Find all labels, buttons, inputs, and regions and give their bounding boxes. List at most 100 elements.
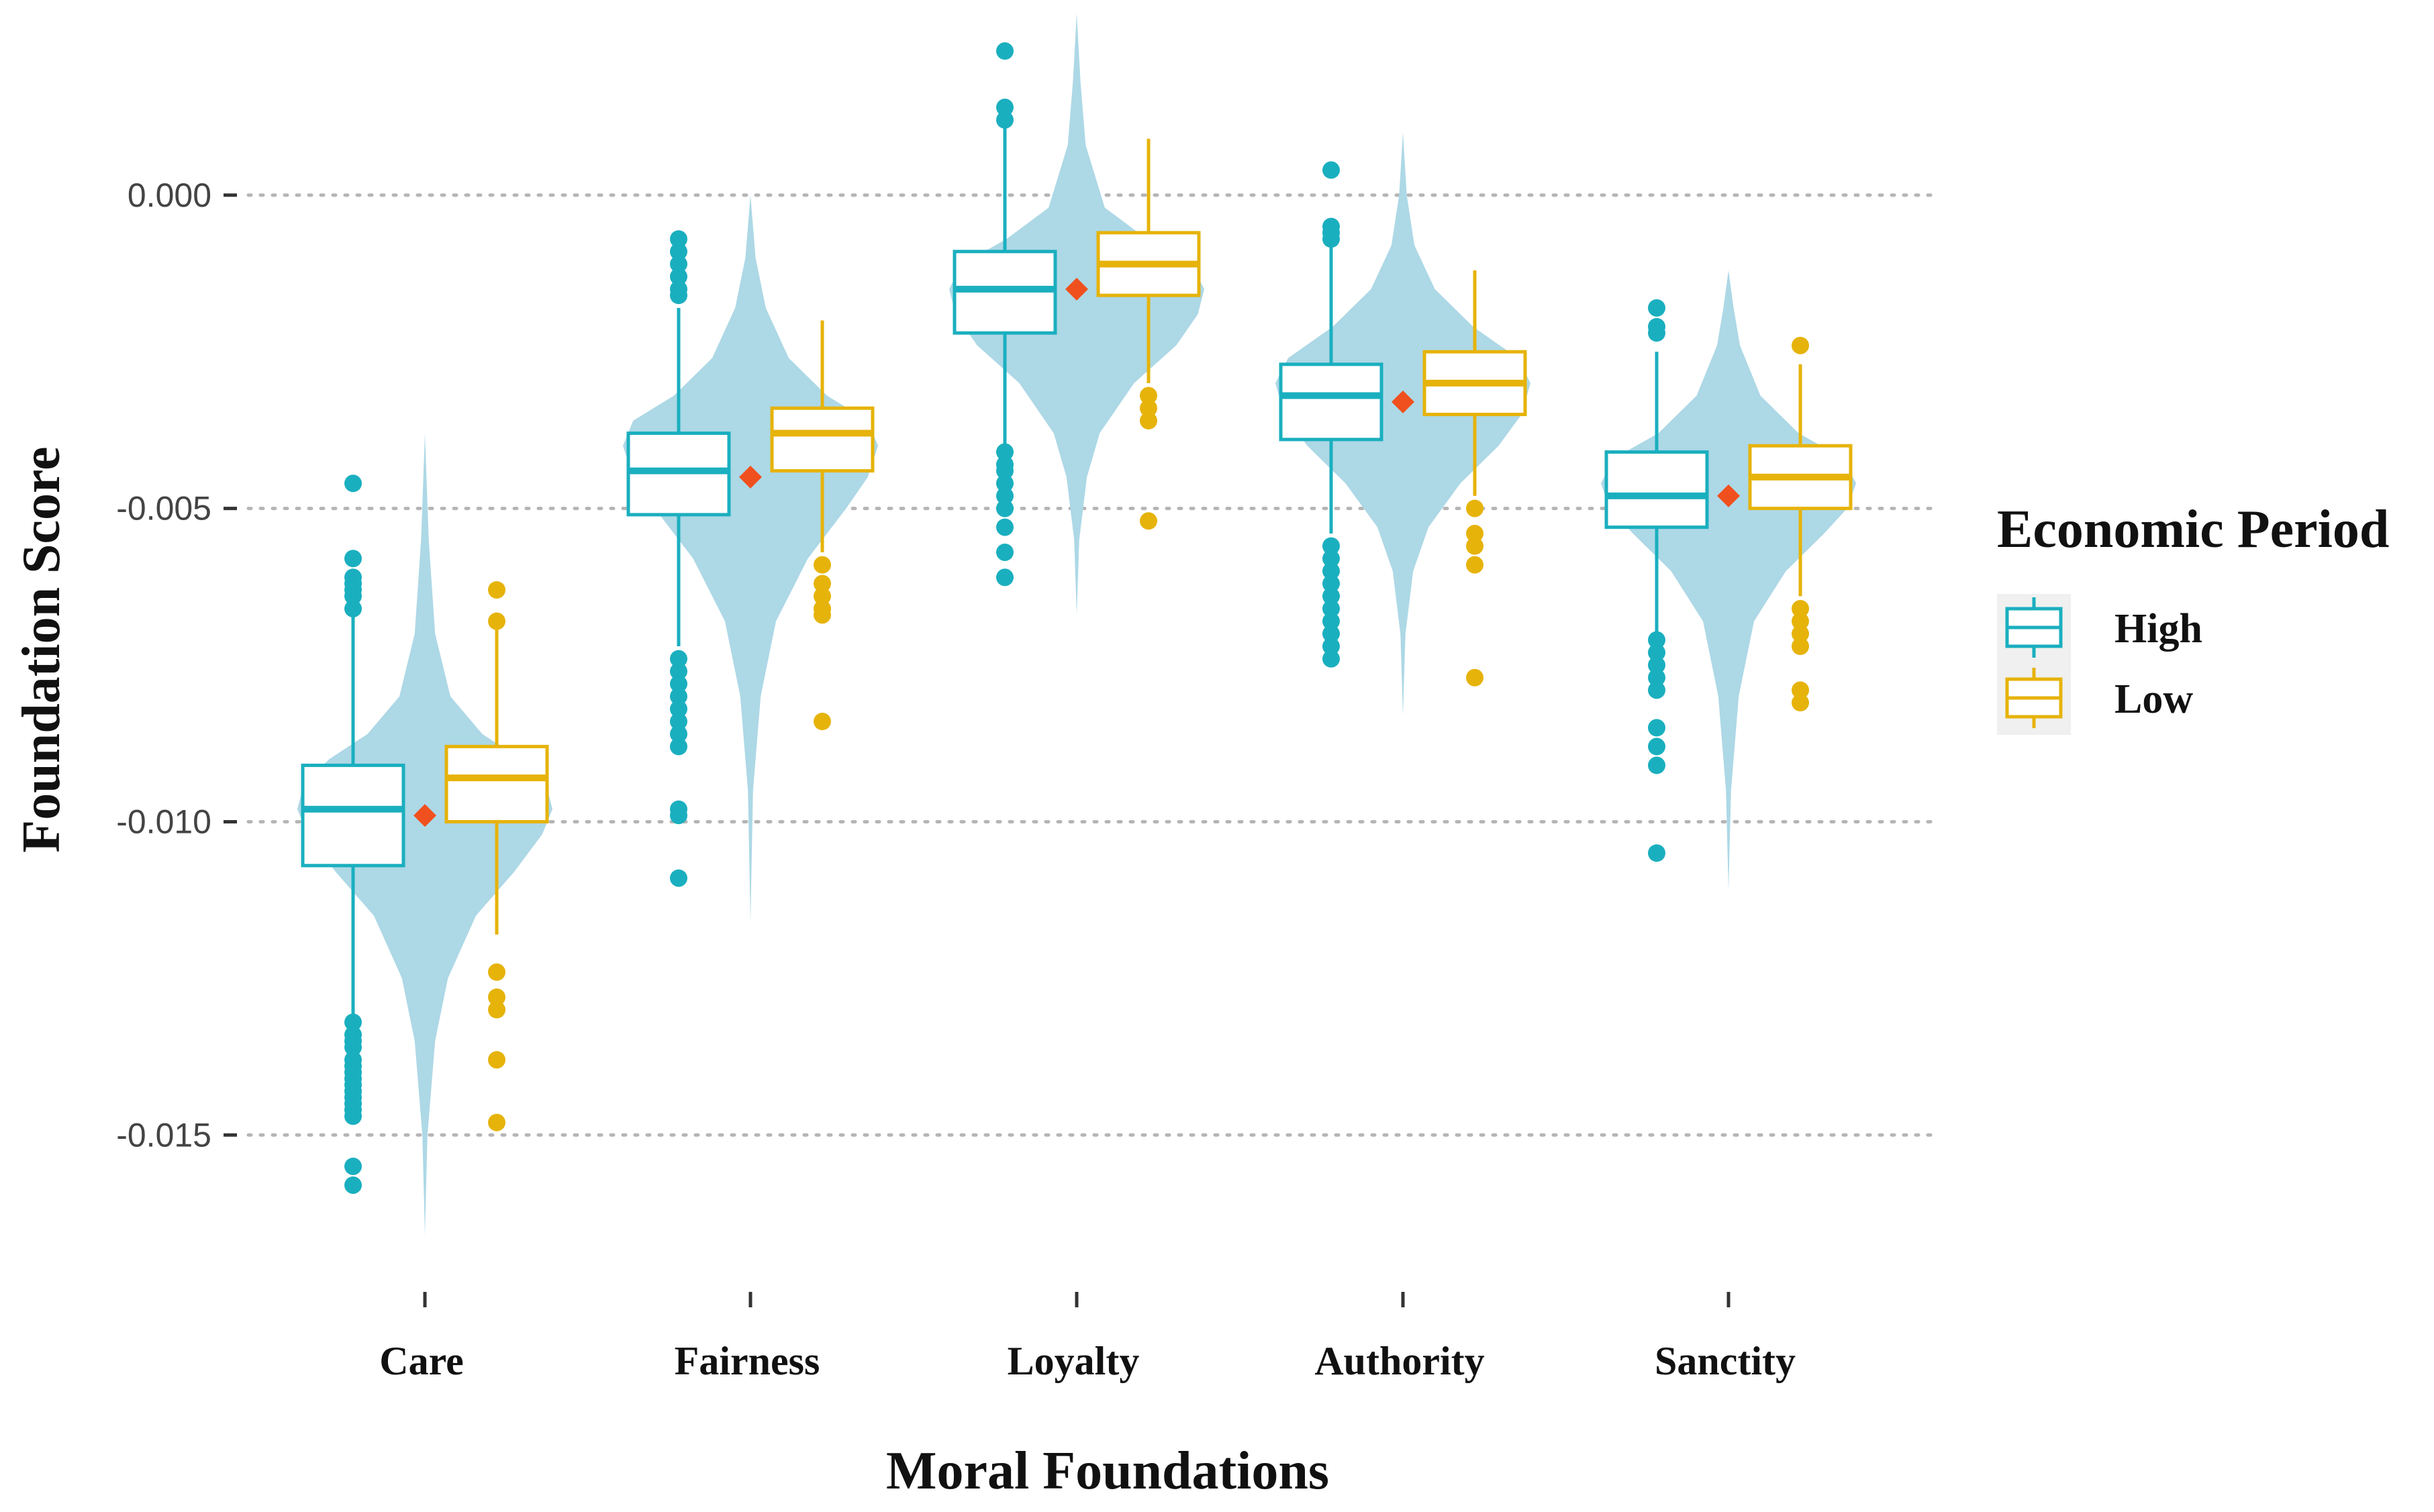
outlier-point	[814, 606, 831, 624]
outlier-point	[670, 725, 687, 743]
outlier-point	[1466, 524, 1483, 542]
outlier-point	[1648, 299, 1665, 317]
legend-entry-high: High	[2005, 597, 2202, 658]
outlier-point	[1322, 230, 1340, 248]
outlier-point	[670, 255, 687, 273]
outlier-point	[1648, 756, 1665, 774]
outlier-point	[996, 474, 1014, 493]
outlier-point	[1466, 556, 1483, 574]
y-tick-label: 0.000	[128, 177, 211, 214]
outlier-point	[670, 242, 687, 260]
box-iqr	[770, 406, 875, 473]
violin-layer	[297, 13, 1856, 1236]
outlier-point	[1466, 537, 1483, 555]
outlier-point	[1322, 625, 1340, 643]
outlier-point	[1648, 719, 1665, 737]
box-iqr	[301, 763, 405, 868]
box-iqr	[1604, 450, 1709, 530]
x-tick-label-loyalty: Loyalty	[1008, 1339, 1140, 1383]
legend-entries: High Low	[2005, 597, 2202, 728]
outlier-point	[1322, 599, 1340, 617]
boxplot-sanctity-high	[1604, 299, 1709, 862]
outlier-point	[670, 662, 687, 681]
outlier-point	[814, 713, 831, 731]
outlier-point	[344, 550, 362, 568]
outlier-point	[344, 1013, 362, 1031]
outlier-point	[1140, 399, 1157, 417]
boxplot-authority-low	[1422, 270, 1527, 687]
outlier-point	[670, 650, 687, 668]
boxplot-loyalty-low	[1096, 138, 1201, 530]
violin-fairness	[623, 195, 878, 922]
mean-layer	[413, 277, 1740, 827]
y-tick-label: -0.010	[116, 803, 211, 840]
outlier-point	[1648, 681, 1665, 699]
outlier-point	[1792, 694, 1809, 712]
outlier-point	[996, 518, 1014, 536]
outlier-point	[996, 99, 1014, 117]
outlier-point	[814, 574, 831, 593]
mean-marker-care	[413, 804, 436, 827]
outlier-point	[996, 568, 1014, 587]
outlier-point	[670, 807, 687, 825]
outlier-point	[344, 1176, 362, 1194]
outlier-point	[344, 587, 362, 605]
outlier-point	[488, 1001, 505, 1019]
boxplot-fairness-high	[626, 230, 731, 887]
outlier-point	[1322, 562, 1340, 580]
boxplot-loyalty-high	[953, 42, 1057, 587]
outlier-point	[1792, 336, 1809, 354]
boxplot-care-high	[301, 474, 405, 1194]
boxplot-authority-high	[1279, 161, 1383, 668]
outlier-point	[996, 443, 1014, 461]
outlier-point	[344, 599, 362, 617]
violin-care	[297, 433, 552, 1236]
outlier-point	[1140, 411, 1157, 430]
outlier-point	[1322, 161, 1340, 179]
outlier-point	[488, 1051, 505, 1069]
outlier-point	[670, 675, 687, 693]
outlier-point	[1648, 738, 1665, 756]
x-tick-label-fairness: Fairness	[675, 1339, 820, 1383]
box-layer	[301, 42, 1853, 1194]
mean-marker-loyalty	[1065, 277, 1088, 301]
outlier-point	[344, 1157, 362, 1175]
outlier-point	[1792, 681, 1809, 699]
outlier-point	[1322, 612, 1340, 630]
outlier-point	[1648, 324, 1665, 342]
outlier-point	[996, 487, 1014, 505]
outlier-point	[1648, 656, 1665, 674]
x-axis-title: Moral Foundations	[886, 1442, 1329, 1501]
outlier-point	[488, 988, 505, 1006]
violin-sanctity	[1601, 270, 1856, 891]
outlier-point	[670, 738, 687, 756]
outlier-point	[1792, 599, 1809, 617]
outlier-point	[488, 612, 505, 630]
outlier-point	[1322, 587, 1340, 605]
outlier-point	[814, 587, 831, 605]
outlier-point	[488, 1113, 505, 1131]
outlier-point	[1792, 638, 1809, 656]
boxplot-care-low	[444, 581, 549, 1131]
y-axis-ticks: 0.000 -0.005 -0.010 -0.015	[116, 177, 237, 1154]
outlier-point	[1322, 550, 1340, 568]
violin-loyalty	[949, 13, 1204, 615]
outlier-point	[1322, 537, 1340, 555]
outlier-point	[1648, 631, 1665, 649]
outlier-point	[1322, 638, 1340, 656]
outlier-point	[670, 713, 687, 731]
outlier-point	[996, 462, 1014, 480]
outlier-point	[344, 1107, 362, 1125]
legend: Economic Period High Low	[1997, 500, 2389, 735]
outlier-point	[670, 687, 687, 705]
y-axis-title: Foundation Score	[12, 446, 71, 852]
x-tick-label-authority: Authority	[1314, 1339, 1484, 1383]
outlier-point	[1648, 644, 1665, 662]
outlier-point	[670, 700, 687, 718]
outlier-point	[1466, 499, 1483, 517]
y-tick-label: -0.015	[116, 1116, 211, 1154]
mean-marker-sanctity	[1717, 484, 1740, 507]
legend-label-low: Low	[2114, 676, 2193, 722]
